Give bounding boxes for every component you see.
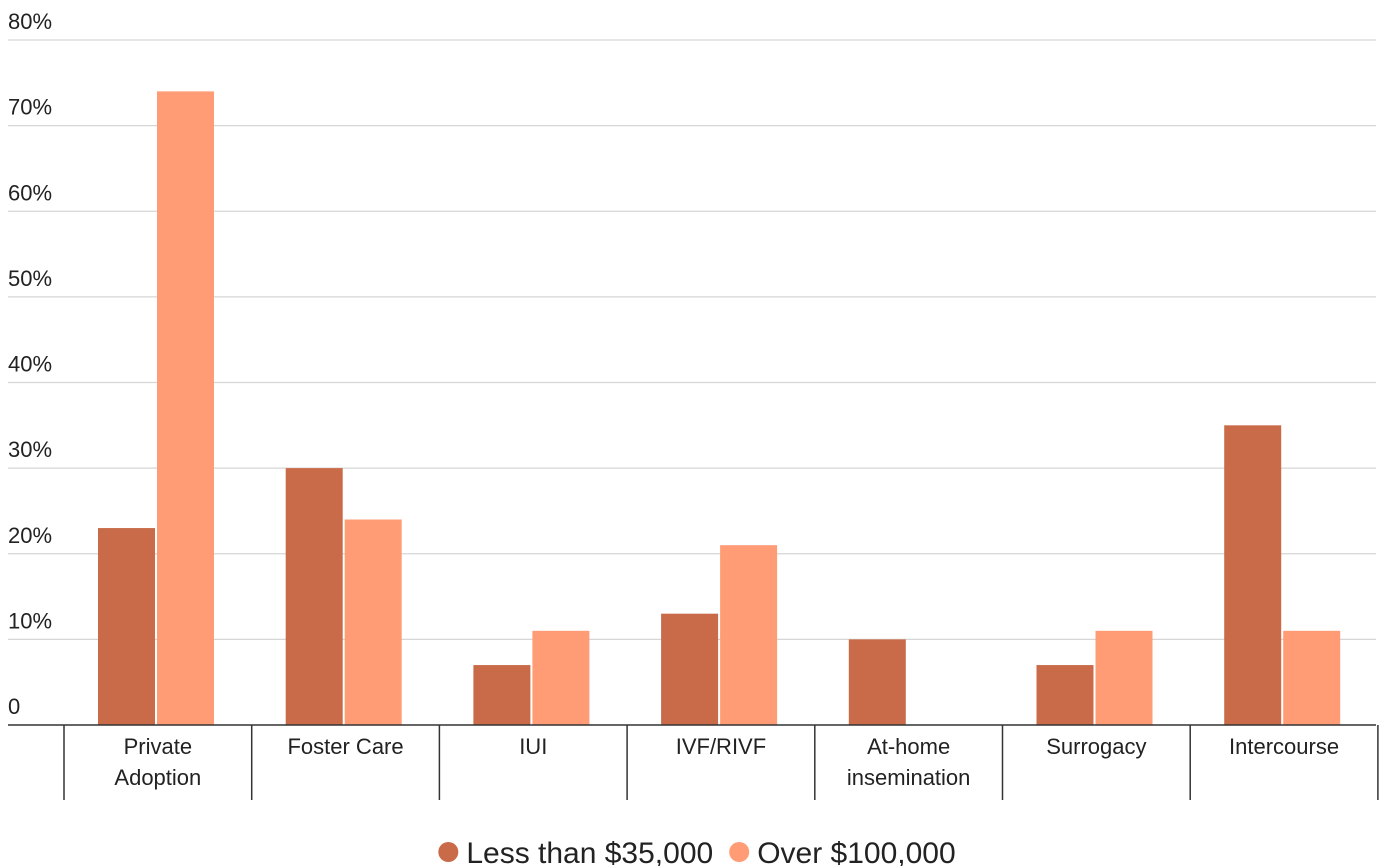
bar — [1224, 425, 1282, 725]
y-tick-label: 20% — [8, 523, 52, 548]
y-tick-label: 0 — [8, 694, 20, 719]
x-tick-label: IVF/RIVF — [676, 734, 766, 759]
bar — [1036, 665, 1094, 725]
legend-swatch — [729, 842, 750, 862]
y-tick-label: 10% — [8, 608, 52, 633]
legend: Less than $35,000 Over $100,000 — [438, 837, 956, 866]
gridlines — [8, 39, 1376, 640]
bar — [1095, 630, 1153, 725]
x-tick-label: At-home insemination — [847, 734, 971, 790]
bar — [285, 468, 343, 725]
y-tick-label: 30% — [8, 437, 52, 462]
bar — [344, 519, 402, 725]
bars — [98, 91, 1341, 725]
x-tick-label: IUI — [519, 734, 547, 759]
y-tick-label: 60% — [8, 180, 52, 205]
y-axis-tick-labels: 0 10% 20% 30% 40% 50% 60% 70% 80% — [8, 9, 52, 719]
y-tick-label: 80% — [8, 9, 52, 34]
x-tick-label: Private Adoption — [114, 734, 201, 790]
x-tick-label: Surrogacy — [1046, 734, 1146, 759]
bar — [720, 545, 778, 725]
bar — [98, 528, 155, 725]
legend-label: Over $100,000 — [757, 837, 955, 866]
x-tick-label: Foster Care — [287, 734, 403, 759]
y-tick-label: 70% — [8, 95, 52, 120]
bar — [848, 639, 906, 725]
bar — [1283, 630, 1341, 725]
bar — [473, 665, 531, 725]
x-axis: Private Adoption Foster Care IUI IVF/RIVF At-… — [8, 724, 1379, 800]
legend-item: Over $100,000 — [729, 837, 956, 866]
y-tick-label: 40% — [8, 352, 52, 377]
bar — [532, 630, 590, 725]
legend-swatch — [438, 842, 459, 862]
x-tick-label: Intercourse — [1229, 734, 1339, 759]
y-tick-label: 50% — [8, 266, 52, 291]
bar — [661, 613, 719, 725]
bar — [157, 91, 214, 725]
legend-label: Less than $35,000 — [466, 837, 713, 866]
legend-item: Less than $35,000 — [438, 837, 713, 866]
